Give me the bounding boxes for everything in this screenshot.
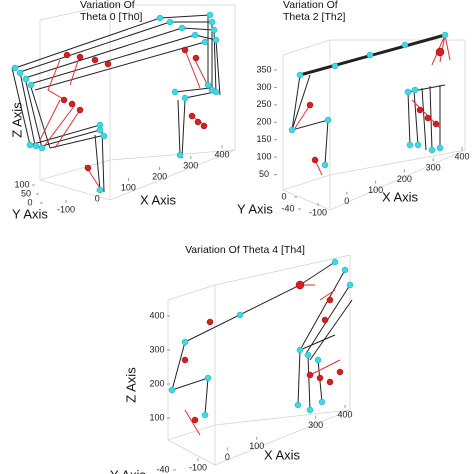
x-tick-label: 0 [95, 193, 100, 203]
panel-title: Theta 2 [Th2] [283, 11, 346, 23]
z-tick-label: 250 [256, 99, 271, 109]
z-tick-label: 350 [256, 64, 271, 74]
z-tick-label: 50 [259, 169, 269, 179]
x-tick-label: -100 [57, 204, 75, 214]
x-tick-label: 200 [397, 174, 412, 184]
y-tick-label: -40 [281, 203, 294, 213]
y-axis-label: Y Axis [237, 201, 273, 216]
y-axis-label: Y Axis [110, 467, 146, 474]
z-tick-label: 200 [256, 117, 271, 127]
y-tick-label: 0 [27, 197, 32, 207]
x-axis-label: X Axis [264, 447, 301, 462]
z-tick-label: 300 [256, 82, 271, 92]
z-tick-label: 400 [149, 310, 164, 320]
x-tick-label: 0 [225, 452, 230, 462]
z-axis-label: Z Axis [9, 102, 24, 138]
z-tick-label: 100 [149, 412, 164, 422]
x-tick-label: 400 [214, 149, 229, 159]
z-tick-label: 300 [149, 344, 164, 354]
z-tick-label: 150 [256, 134, 271, 144]
y-axis-label: Y Axis [12, 206, 48, 221]
z-axis-label: Z Axis [123, 367, 138, 403]
x-tick-label: 100 [249, 441, 264, 451]
x-axis-label: X Axis [382, 189, 419, 204]
robot-panel-3 [168, 258, 354, 436]
x-tick-label: 200 [152, 171, 167, 181]
panel-title: Variation Of [80, 0, 135, 11]
y-tick-label: 50 [21, 188, 31, 198]
z-tick-label: 100 [256, 152, 271, 162]
panel-title: Theta 0 [Th0] [80, 11, 143, 23]
robot-panel-2 [288, 31, 451, 176]
x-axis-label: X Axis [140, 192, 177, 207]
x-tick-label: 300 [183, 160, 198, 170]
y-tick-label: 100 [14, 179, 29, 189]
x-tick-label: 100 [121, 182, 136, 192]
y-tick-label: 0 [281, 191, 286, 201]
x-tick-label: 0 [344, 196, 349, 206]
z-tick-label: 200 [149, 378, 164, 388]
x-tick-label: 400 [454, 151, 469, 161]
robot-panel-1 [11, 11, 221, 194]
x-tick-label: -100 [189, 462, 207, 472]
y-tick-label: -40 [156, 464, 169, 474]
panel-title: Variation Of [283, 0, 338, 11]
x-tick-label: -100 [309, 207, 327, 217]
x-tick-label: 400 [337, 409, 352, 419]
x-tick-label: 100 [368, 185, 383, 195]
panel-title: Variation Of Theta 4 [Th4] [185, 244, 305, 256]
x-tick-label: 300 [308, 420, 323, 430]
x-tick-label: 300 [426, 163, 441, 173]
frames [39, 4, 466, 466]
